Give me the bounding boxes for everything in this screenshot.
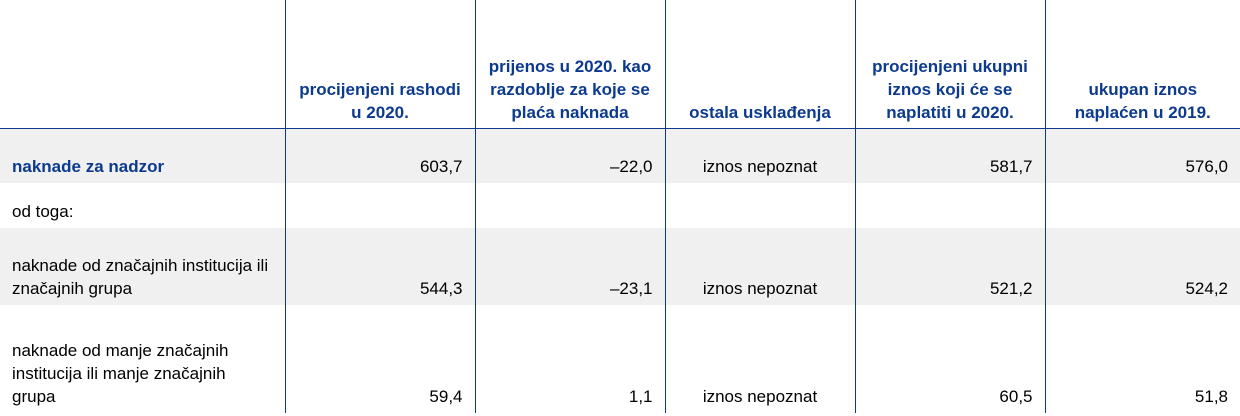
cell-estimated-total: 60,5 — [854, 305, 1045, 413]
cell-estimated-expenditure: 603,7 — [284, 128, 475, 183]
cell-other-adjustments: iznos nepoznat — [664, 228, 855, 305]
header-estimated-total: procijenjeni ukupni iznos koji će se nap… — [854, 0, 1045, 129]
header-carry-over: prijenos u 2020. kao razdoblje za koje s… — [474, 0, 665, 129]
cell-total-2019: 576,0 — [1044, 128, 1240, 183]
header-total-2019: ukupan iznos naplaćen u 2019. — [1044, 0, 1240, 129]
header-other-adjustments: ostala usklađenja — [664, 0, 855, 129]
table-row: naknade od manje značajnih institucija i… — [0, 305, 1240, 413]
cell-estimated-total — [854, 183, 1045, 228]
table-row: od toga: — [0, 183, 1240, 228]
header-blank — [0, 0, 285, 129]
cell-total-2019: 524,2 — [1044, 228, 1240, 305]
cell-carry-over: –22,0 — [474, 128, 665, 183]
cell-estimated-expenditure — [284, 183, 475, 228]
cell-carry-over: 1,1 — [474, 305, 665, 413]
table-row: naknade za nadzor 603,7 –22,0 iznos nepo… — [0, 128, 1240, 183]
cell-estimated-expenditure: 544,3 — [284, 228, 475, 305]
cell-total-2019 — [1044, 183, 1240, 228]
table-row: naknade od značajnih institucija ili zna… — [0, 228, 1240, 305]
header-estimated-expenditure: procijenjeni rashodi u 2020. — [284, 0, 475, 129]
cell-estimated-total: 521,2 — [854, 228, 1045, 305]
cell-total-2019: 51,8 — [1044, 305, 1240, 413]
cell-other-adjustments — [664, 183, 855, 228]
row-label: naknade od značajnih institucija ili zna… — [0, 228, 285, 305]
header-row: procijenjeni rashodi u 2020. prijenos u … — [0, 0, 1240, 129]
row-label: od toga: — [12, 202, 74, 221]
cell-carry-over — [474, 183, 665, 228]
row-label: naknade od manje značajnih institucija i… — [12, 341, 229, 406]
cell-estimated-expenditure: 59,4 — [284, 305, 475, 413]
cell-carry-over: –23,1 — [474, 228, 665, 305]
cell-estimated-total: 581,7 — [854, 128, 1045, 183]
cell-other-adjustments: iznos nepoznat — [664, 305, 855, 413]
cell-other-adjustments: iznos nepoznat — [664, 128, 855, 183]
row-label: naknade za nadzor — [0, 128, 285, 183]
